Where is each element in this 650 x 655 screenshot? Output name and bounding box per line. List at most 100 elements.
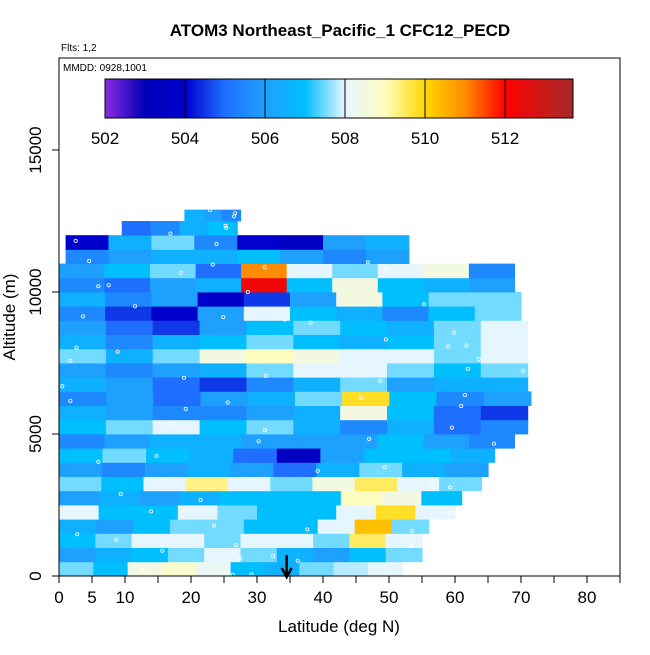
profile-cell: [195, 434, 242, 449]
profile-cell: [382, 306, 430, 321]
profile-cell: [290, 306, 337, 321]
sample-point: [149, 509, 154, 514]
sample-point: [448, 485, 453, 490]
profile-cell: [146, 448, 191, 463]
profile-cell: [428, 292, 476, 307]
profile-cell: [59, 533, 96, 548]
profile-cell: [59, 334, 107, 350]
profile-cell: [349, 533, 387, 548]
profile-cell: [396, 476, 440, 492]
profile-cell: [59, 348, 107, 364]
profile-cell: [480, 320, 529, 335]
sample-point: [75, 532, 80, 537]
profile-cell: [480, 348, 529, 364]
profile-cell: [101, 462, 146, 477]
profile-cell: [105, 320, 154, 335]
sample-point: [447, 510, 452, 515]
profile-cell: [105, 292, 152, 307]
profile-cell: [105, 377, 154, 392]
profile-cell: [280, 249, 324, 264]
profile-cell: [101, 476, 145, 492]
profile-cell: [468, 277, 515, 293]
profile-cell: [293, 377, 341, 392]
profile-cell: [293, 419, 341, 435]
profile-cell: [189, 448, 234, 463]
profile-cell: [313, 547, 350, 563]
sample-point: [68, 358, 73, 363]
profile-cell: [290, 292, 337, 307]
sample-point: [224, 225, 229, 230]
profile-cell: [59, 263, 106, 279]
profile-cell: [204, 547, 242, 563]
y-tick-label: 15000: [26, 126, 45, 173]
profile-cell: [483, 391, 532, 406]
sample-point: [249, 572, 254, 576]
marker-arrow-head: [280, 567, 293, 580]
profile-cell: [340, 334, 388, 350]
profile-cell: [323, 249, 367, 264]
profile-cell: [340, 419, 388, 435]
profile-cell: [240, 547, 278, 563]
sample-point: [449, 425, 454, 430]
profile-cell: [108, 249, 152, 264]
sample-point: [232, 214, 237, 219]
y-tick-label: 0: [26, 571, 45, 580]
profile-cell: [203, 209, 223, 222]
profile-cell: [276, 533, 314, 548]
profile-cell: [150, 263, 197, 279]
colorbar-tick-label: 504: [171, 129, 199, 148]
profile-cell: [199, 348, 248, 364]
profile-cell: [187, 462, 232, 477]
profile-cell: [143, 476, 187, 492]
sample-point: [140, 567, 145, 572]
sample-point: [221, 315, 226, 320]
profile-cell: [247, 391, 296, 406]
profile-cell: [152, 377, 201, 392]
x-tick-label: 50: [380, 588, 399, 607]
x-tick-label: 80: [578, 588, 597, 607]
profile-cell: [246, 348, 294, 364]
sample-point: [315, 468, 320, 473]
sample-point: [378, 378, 383, 383]
sample-point: [256, 439, 261, 444]
profile-cell: [340, 363, 388, 378]
profile-cell: [320, 448, 365, 463]
sample-point: [160, 548, 165, 553]
profile-cell: [387, 419, 435, 435]
profile-cell: [144, 462, 189, 477]
profile-cell: [132, 519, 171, 534]
profile-cell: [423, 277, 470, 293]
profile-cell: [280, 235, 324, 250]
sample-point: [168, 231, 173, 236]
sample-point: [183, 406, 188, 411]
sample-point: [295, 558, 300, 563]
colorbar-tick-label: 510: [411, 129, 439, 148]
profile-cell: [359, 462, 403, 477]
profile-cell: [385, 547, 423, 563]
profile-cell: [105, 419, 154, 435]
profile-cell: [316, 462, 360, 477]
profile-cell: [104, 277, 151, 293]
profile-cell: [423, 263, 470, 279]
profile-cell: [138, 505, 179, 520]
profile-cell: [421, 490, 463, 506]
latitude-marker-arrow: [280, 555, 293, 580]
profile-cell: [199, 320, 248, 335]
sample-point: [74, 345, 79, 350]
profile-cell: [95, 547, 133, 563]
profile-cell: [200, 391, 249, 406]
profile-cell: [179, 221, 209, 236]
profile-cell: [377, 263, 424, 279]
sample-point: [367, 436, 372, 441]
sample-point: [359, 395, 364, 400]
profile-cell: [433, 419, 482, 435]
profile-cell: [59, 434, 106, 449]
colorbar-tick-label: 508: [331, 129, 359, 148]
profile-cell: [387, 377, 435, 392]
profile-cells: [59, 209, 532, 576]
profile-cell: [152, 419, 201, 435]
sample-point: [87, 258, 92, 263]
profile-cell: [108, 235, 152, 250]
sample-point: [106, 283, 111, 288]
profile-cell: [445, 462, 489, 477]
